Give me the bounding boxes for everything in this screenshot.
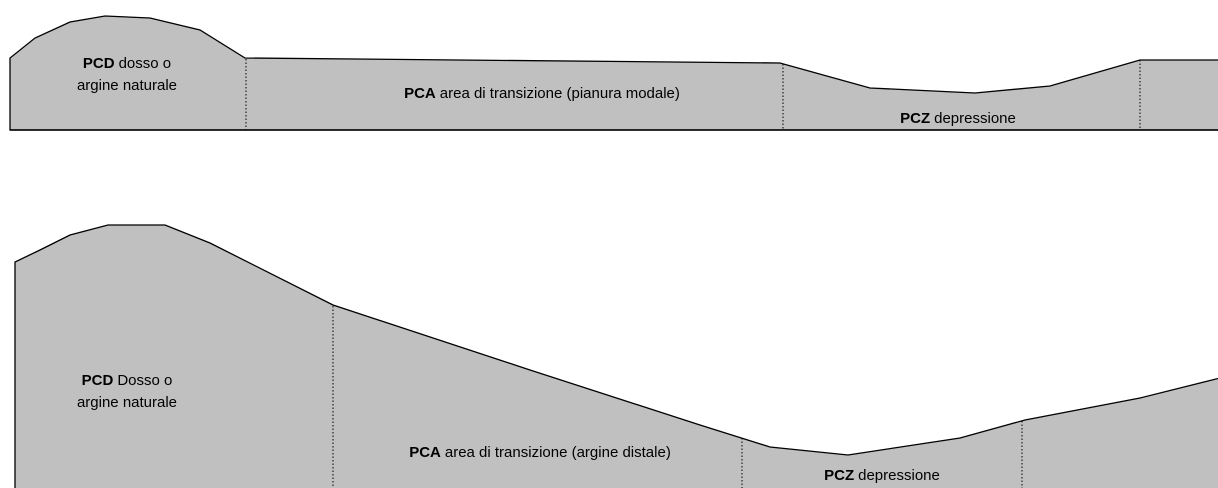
profile-bottom: PCD Dosso o argine naturale PCA area di tr… xyxy=(14,224,1218,488)
text: area di transizione (pianura modale) xyxy=(440,85,680,102)
text: depressione xyxy=(858,467,940,484)
code: PCD xyxy=(82,372,114,389)
label-pcd-line2: argine naturale xyxy=(77,394,177,411)
profile-top: PCD dosso o argine naturale PCA area di tr… xyxy=(9,15,1218,131)
label-pcd-line2: argine naturale xyxy=(77,77,177,94)
label-pcd: PCD dosso o xyxy=(83,55,171,72)
code: PCA xyxy=(404,85,436,102)
code: PCD xyxy=(83,55,115,72)
label-pca: PCA area di transizione (argine distale) xyxy=(409,444,671,461)
text: dosso o xyxy=(119,55,172,72)
code: PCZ xyxy=(824,467,854,484)
text: depressione xyxy=(934,110,1016,127)
text: area di transizione (argine distale) xyxy=(445,444,671,461)
label-pcz: PCZ depressione xyxy=(900,110,1016,127)
label-pcd: PCD Dosso o xyxy=(82,372,173,389)
terrain xyxy=(14,224,1218,488)
text: Dosso o xyxy=(117,372,172,389)
code: PCZ xyxy=(900,110,930,127)
label-pca: PCA area di transizione (pianura modale) xyxy=(404,85,680,102)
code: PCA xyxy=(409,444,441,461)
label-pcz: PCZ depressione xyxy=(824,467,940,484)
terrain xyxy=(9,15,1218,131)
